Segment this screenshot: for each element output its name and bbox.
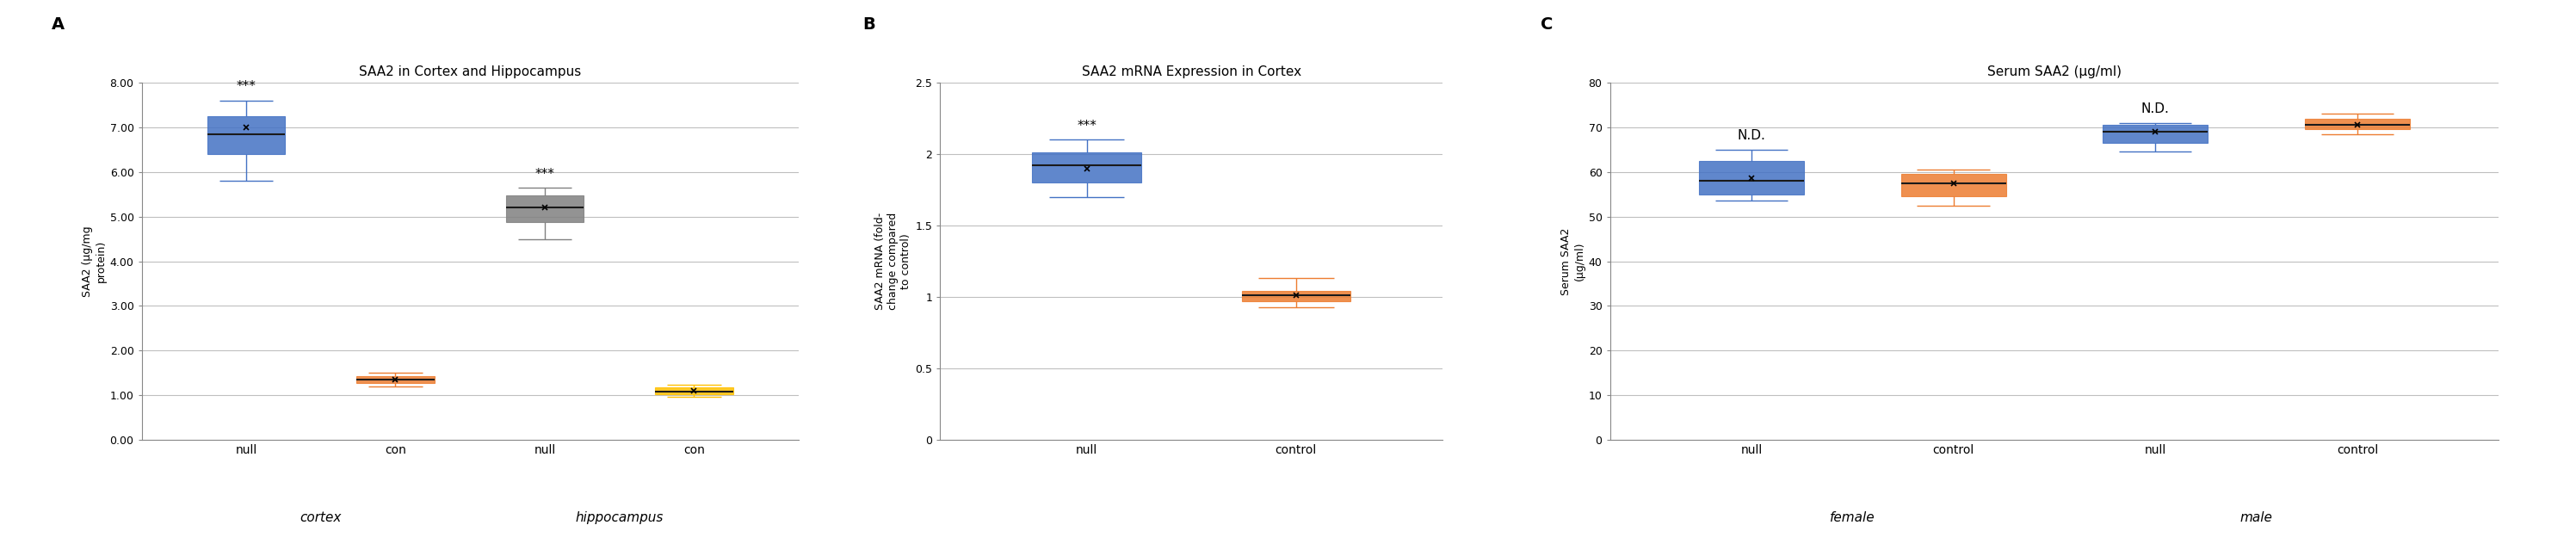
Text: cortex: cortex — [299, 512, 343, 524]
Bar — [206, 116, 286, 154]
Text: male: male — [2241, 512, 2272, 524]
Bar — [1242, 292, 1350, 301]
Bar — [1033, 152, 1141, 183]
Title: SAA2 mRNA Expression in Cortex: SAA2 mRNA Expression in Cortex — [1082, 65, 1301, 78]
Text: female: female — [1829, 512, 1875, 524]
Text: hippocampus: hippocampus — [574, 512, 665, 524]
Y-axis label: SAA2 mRNA (fold-
change compared
to control): SAA2 mRNA (fold- change compared to cont… — [876, 212, 912, 310]
Bar — [654, 388, 734, 394]
Text: N.D.: N.D. — [2141, 103, 2169, 116]
Bar — [1700, 161, 1803, 194]
Bar — [2306, 119, 2409, 129]
Text: A: A — [52, 16, 64, 33]
Bar — [1901, 174, 2007, 196]
Text: N.D.: N.D. — [1736, 129, 1765, 142]
Y-axis label: Serum SAA2
(μg/ml): Serum SAA2 (μg/ml) — [1561, 228, 1584, 295]
Text: C: C — [1540, 16, 1553, 33]
Title: SAA2 in Cortex and Hippocampus: SAA2 in Cortex and Hippocampus — [358, 65, 582, 78]
Y-axis label: SAA2 (μg/mg
protein): SAA2 (μg/mg protein) — [82, 226, 106, 297]
Text: ***: *** — [536, 167, 554, 180]
Bar — [355, 377, 435, 383]
Bar — [2102, 125, 2208, 143]
Bar — [505, 195, 585, 222]
Text: ***: *** — [1077, 120, 1097, 133]
Text: ***: *** — [237, 80, 255, 93]
Text: B: B — [863, 16, 876, 33]
Title: Serum SAA2 (μg/ml): Serum SAA2 (μg/ml) — [1986, 65, 2123, 78]
